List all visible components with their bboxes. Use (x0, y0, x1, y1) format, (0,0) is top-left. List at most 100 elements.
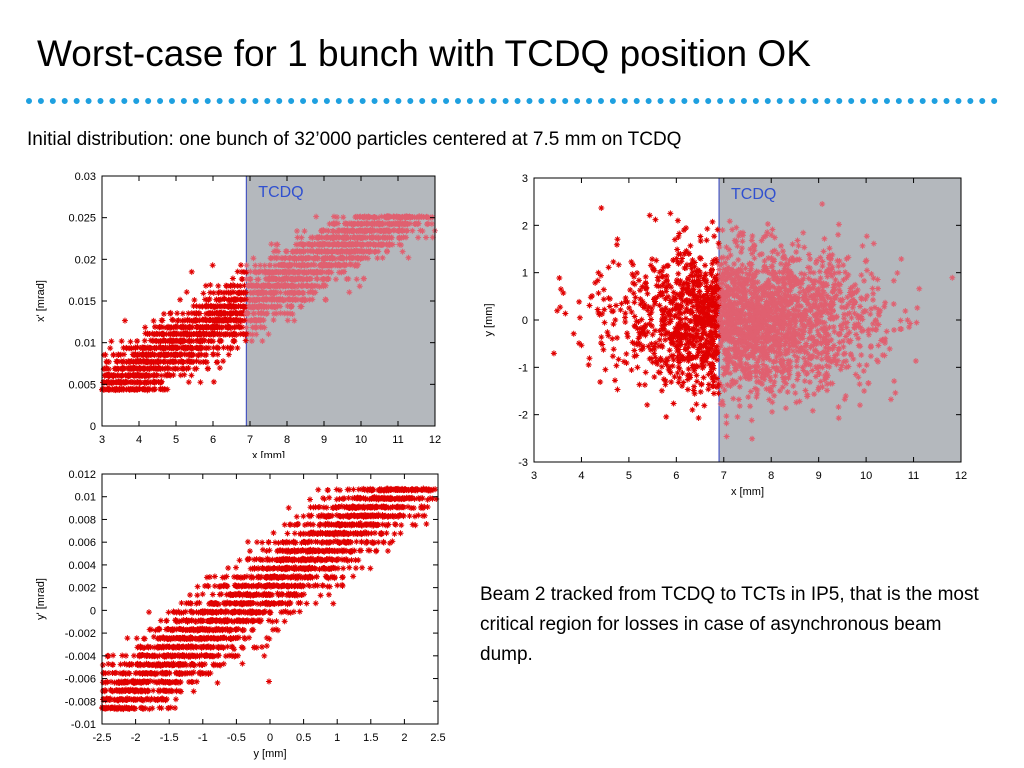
scatter-point (202, 344, 209, 351)
scatter-point (830, 301, 837, 308)
scatter-point (720, 364, 727, 371)
scatter-point (668, 284, 675, 291)
scatter-point (247, 268, 254, 275)
scatter-point (691, 259, 698, 266)
transverse-xy-plot: TCDQ 3 4 5 6 7 8 9 10 11 12 -3 -2 -1 0 1 2 3 x [mm] y [mm] (478, 168, 978, 513)
scatter-point (693, 272, 700, 279)
scatter-point (576, 298, 583, 305)
scatter-point (322, 262, 329, 269)
scatter-point (152, 323, 159, 330)
scatter-point (343, 248, 350, 255)
scatter-point (326, 241, 333, 248)
scatter-point (739, 262, 746, 269)
scatter-point (354, 220, 361, 227)
scatter-point (690, 303, 697, 310)
scatter-point (247, 276, 254, 283)
scatter-point (676, 374, 683, 381)
scatter-point (647, 262, 654, 269)
scatter-point (844, 311, 851, 318)
scatter-point (858, 272, 865, 279)
scatter-point (757, 284, 764, 291)
scatter-point (152, 378, 159, 385)
scatter-point (726, 287, 733, 294)
scatter-point (790, 348, 797, 355)
scatter-point (217, 337, 224, 344)
scatter-point (125, 385, 132, 392)
scatter-point (210, 378, 217, 385)
scatter-point (576, 314, 583, 321)
scatter-point (738, 341, 745, 348)
scatter-point (819, 258, 826, 265)
scatter-point (848, 314, 855, 321)
y-tick-label: 0.03 (75, 171, 96, 183)
scatter-point (200, 331, 207, 338)
scatter-point (282, 248, 289, 255)
scatter-point (390, 227, 397, 234)
scatter-point (190, 358, 197, 365)
scatter-point (675, 333, 682, 340)
scatter-point (789, 254, 796, 261)
scatter-point (713, 322, 720, 329)
scatter-point (196, 331, 203, 338)
scatter-point (644, 290, 651, 297)
scatter-point (791, 330, 798, 337)
scatter-point (744, 326, 751, 333)
scatter-point (303, 283, 310, 289)
scatter-point (656, 269, 663, 276)
scatter-point (732, 364, 739, 371)
scatter-point (230, 309, 237, 316)
scatter-point (147, 379, 154, 386)
scatter-point (300, 289, 307, 296)
scatter-point (225, 351, 232, 358)
scatter-point (272, 269, 279, 276)
scatter-point (813, 354, 820, 361)
scatter-point (793, 348, 800, 355)
scatter-point (676, 330, 683, 337)
scatter-point (700, 374, 707, 381)
scatter-point (716, 298, 723, 305)
scatter-point (642, 273, 649, 280)
scatter-point (693, 362, 700, 369)
scatter-point (821, 304, 828, 311)
scatter-point (825, 255, 832, 262)
scatter-point (690, 282, 697, 289)
scatter-point (557, 286, 564, 293)
scatter-point (748, 417, 755, 424)
scatter-point (234, 316, 241, 323)
scatter-point (197, 338, 204, 345)
scatter-point (826, 324, 833, 331)
scatter-point (118, 338, 125, 345)
scatter-point (207, 289, 214, 296)
scatter-point (685, 276, 692, 283)
scatter-point (210, 344, 217, 351)
scatter-point (622, 319, 629, 326)
scatter-point (322, 282, 329, 289)
scatter-point (313, 268, 320, 275)
scatter-point (835, 263, 842, 270)
scatter-point (600, 296, 607, 303)
scatter-point (679, 354, 686, 361)
scatter-point (291, 261, 298, 268)
scatter-point (102, 372, 109, 379)
scatter-point (666, 363, 673, 370)
scatter-point (822, 329, 829, 336)
scatter-point (877, 307, 884, 314)
scatter-point (775, 295, 782, 302)
scatter-point (641, 381, 648, 388)
scatter-point (340, 214, 347, 221)
scatter-point (881, 352, 888, 359)
scatter-point (648, 323, 655, 330)
scatter-point (236, 324, 243, 331)
scatter-point (787, 281, 794, 288)
scatter-point (185, 365, 192, 372)
scatter-point (907, 320, 914, 327)
scatter-point (754, 313, 761, 320)
scatter-point (700, 301, 707, 308)
scatter-point (695, 273, 702, 280)
scatter-point (253, 331, 260, 338)
scatter-point (252, 269, 259, 276)
scatter-point (685, 326, 692, 333)
scatter-point (286, 269, 293, 276)
scatter-point (766, 270, 773, 277)
scatter-point (404, 227, 411, 234)
